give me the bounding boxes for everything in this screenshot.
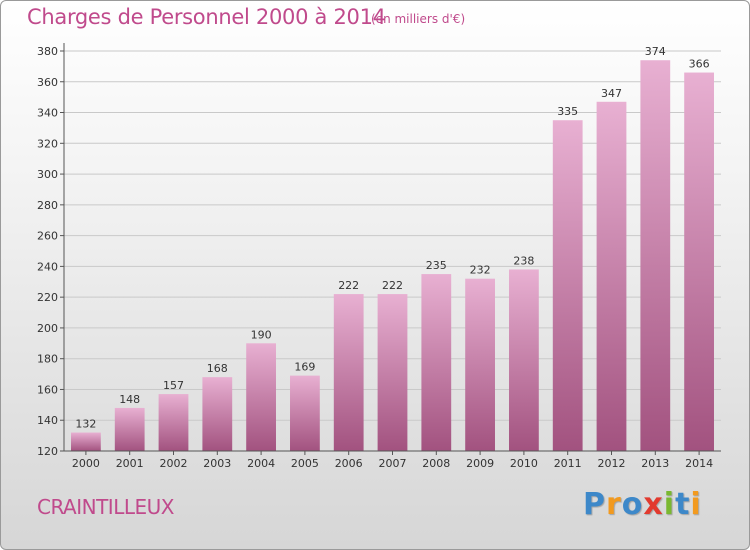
value-label: 148 (119, 393, 140, 406)
y-tick-label: 180 (37, 353, 58, 366)
x-tick-label: 2013 (641, 457, 669, 470)
value-label: 374 (645, 45, 666, 58)
y-tick-label: 280 (37, 199, 58, 212)
bar (377, 294, 408, 451)
value-label: 335 (557, 105, 578, 118)
bar (114, 407, 145, 451)
logo-letter: P (583, 487, 606, 522)
x-tick-label: 2005 (291, 457, 319, 470)
bar (71, 432, 101, 451)
x-tick-label: 2000 (72, 457, 100, 470)
bar (421, 274, 452, 451)
value-label: 157 (163, 379, 184, 392)
value-label: 232 (470, 264, 491, 277)
value-label: 222 (382, 279, 403, 292)
y-tick-label: 360 (37, 76, 58, 89)
value-label: 169 (294, 361, 315, 374)
axes: 120 140 160 180 200 220 240 260 280 300 320 340 360 3… (37, 43, 721, 470)
chart-title: Charges de Personnel 2000 à 2014 (27, 5, 386, 29)
x-tick-label: 2002 (160, 457, 188, 470)
value-label: 366 (689, 58, 710, 71)
y-tick-label: 260 (37, 230, 58, 243)
y-tick-label: 320 (37, 137, 58, 150)
logo-letter: x (643, 487, 664, 522)
y-tick-label: 220 (37, 291, 58, 304)
bars: 132 148 157 168 190 169 222 222 235 232 238 335 347 3… (71, 45, 714, 452)
x-tick-label: 2007 (379, 457, 407, 470)
value-label: 238 (513, 254, 534, 267)
y-tick-label: 140 (37, 414, 58, 427)
x-tick-label: 2009 (466, 457, 494, 470)
bar (509, 269, 539, 451)
x-tick-label: 2010 (510, 457, 538, 470)
logo-letter: t (675, 487, 691, 522)
value-label: 347 (601, 87, 622, 100)
proxiti-logo[interactable]: Proxiti (583, 487, 702, 522)
bar (246, 343, 276, 451)
value-label: 235 (426, 259, 447, 272)
y-tick-label: 340 (37, 107, 58, 120)
bar (552, 120, 583, 451)
x-tick-label: 2014 (685, 457, 713, 470)
y-tick-label: 300 (37, 168, 58, 181)
x-tick-label: 2006 (335, 457, 363, 470)
bar (202, 377, 233, 451)
x-tick-label: 2003 (203, 457, 231, 470)
y-tick-label: 380 (37, 45, 58, 58)
bar (465, 278, 495, 451)
logo-letter: r (606, 487, 622, 522)
bar (684, 72, 714, 452)
bar (596, 101, 627, 452)
y-tick-label: 160 (37, 383, 58, 396)
y-tick-label: 240 (37, 260, 58, 273)
value-label: 190 (251, 328, 272, 341)
x-tick-label: 2004 (247, 457, 275, 470)
x-tick-label: 2012 (598, 457, 626, 470)
bar (333, 294, 364, 451)
logo-letter: i (690, 487, 702, 522)
bar (158, 394, 189, 451)
y-tick-label: 200 (37, 322, 58, 335)
logo-letter: i (663, 487, 676, 522)
y-tick-label: 120 (37, 445, 58, 458)
value-label: 168 (207, 362, 228, 375)
x-tick-label: 2008 (422, 457, 450, 470)
town-name: CRAINTILLEUX (37, 495, 174, 519)
value-label: 132 (75, 418, 96, 431)
logo-letter: o (621, 487, 644, 522)
bar (290, 375, 320, 451)
chart-subtitle: (en milliers d'€) (371, 12, 466, 26)
x-tick-label: 2001 (116, 457, 144, 470)
value-label: 222 (338, 279, 359, 292)
bar (640, 60, 671, 451)
x-tick-label: 2011 (554, 457, 582, 470)
